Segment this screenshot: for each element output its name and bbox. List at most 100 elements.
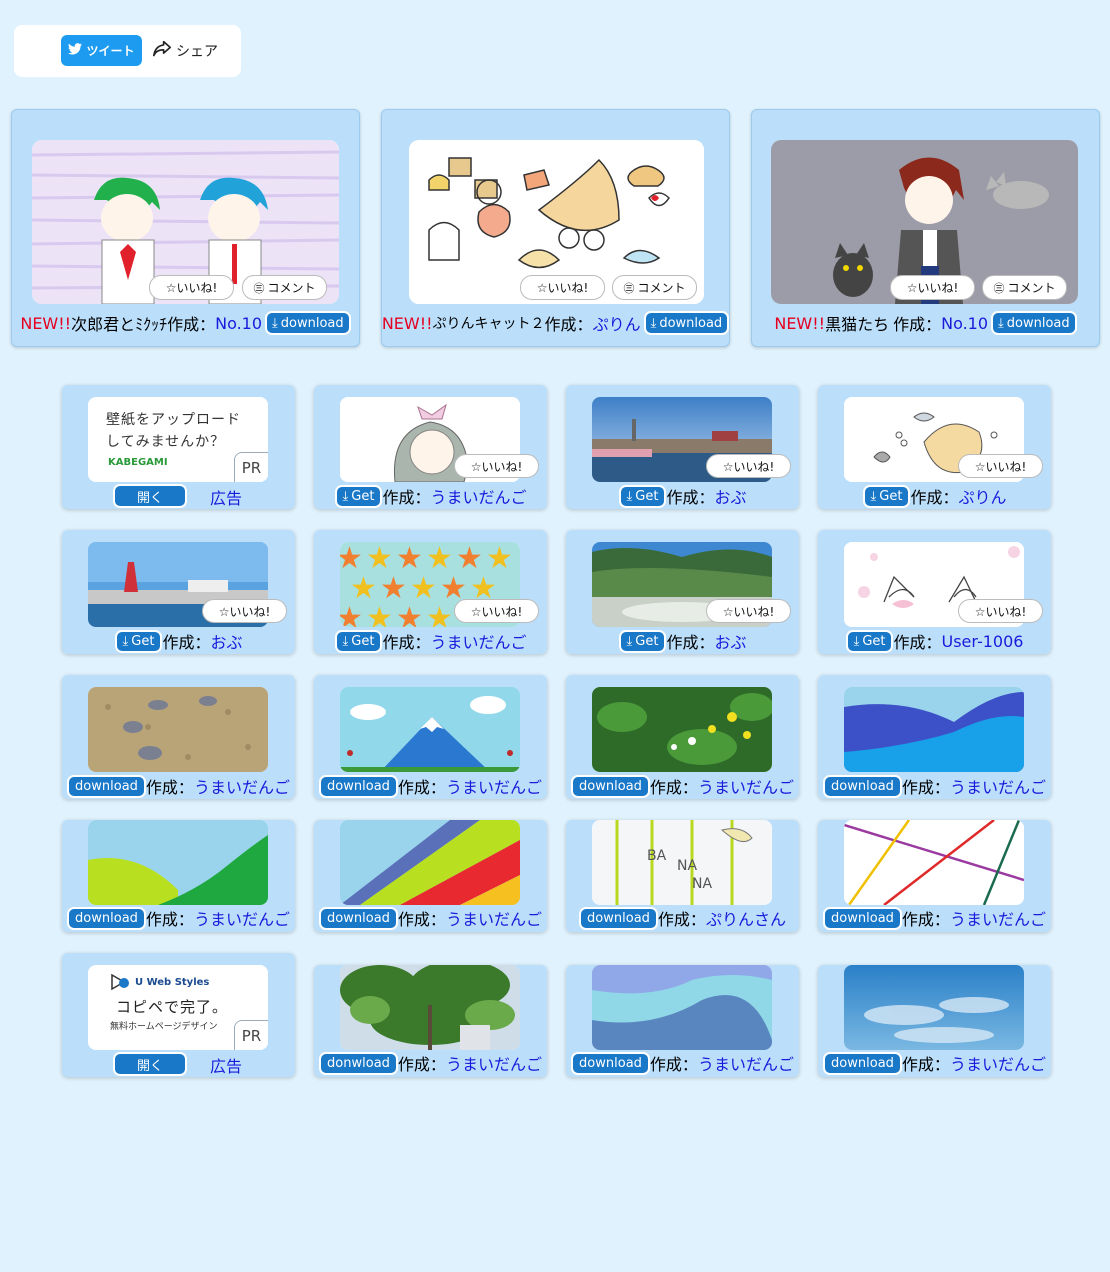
download-button[interactable]: download bbox=[319, 906, 398, 930]
like-button[interactable]: ☆いいね! bbox=[149, 275, 234, 300]
author-link[interactable]: うまいだんご bbox=[193, 778, 290, 797]
download-button[interactable]: download bbox=[823, 1051, 902, 1075]
wallpaper-thumbnail[interactable] bbox=[88, 687, 268, 772]
download-button[interactable]: download bbox=[823, 774, 902, 798]
get-button[interactable]: ⤓ Get bbox=[862, 484, 911, 508]
download-button[interactable]: ⤓ download bbox=[643, 311, 730, 335]
like-button[interactable]: ☆いいね! bbox=[520, 275, 605, 300]
author-link[interactable]: No.10 bbox=[941, 313, 989, 333]
get-button[interactable]: ⤓ Get bbox=[114, 629, 163, 653]
comment-icon: ㊂ bbox=[253, 281, 265, 295]
download-icon: ⤓ bbox=[853, 633, 860, 649]
comment-button[interactable]: ㊂コメント bbox=[982, 275, 1067, 300]
card-meta: ⤓ Get 作成： おぶ bbox=[566, 629, 799, 653]
wallpaper-thumbnail[interactable] bbox=[88, 820, 268, 905]
author-link[interactable]: うまいだんご bbox=[193, 910, 290, 929]
download-icon: ⤓ bbox=[998, 315, 1004, 331]
download-icon: ⤓ bbox=[342, 488, 349, 504]
download-button[interactable]: download bbox=[823, 906, 902, 930]
ad-open-button[interactable]: 開く bbox=[113, 484, 187, 508]
like-button[interactable]: ☆いいね! bbox=[202, 599, 287, 623]
wallpaper-thumbnail[interactable] bbox=[592, 965, 772, 1050]
like-button[interactable]: ☆いいね! bbox=[706, 599, 791, 623]
by-label: 作成： bbox=[145, 778, 194, 797]
download-button[interactable]: download bbox=[319, 774, 398, 798]
ad-line2: してみませんか？ bbox=[106, 434, 226, 450]
ad-brand: KABEGAMI bbox=[108, 457, 168, 468]
author-link[interactable]: おぶ bbox=[210, 633, 243, 652]
like-button[interactable]: ☆いいね! bbox=[890, 275, 975, 300]
ad-label[interactable]: 広告 bbox=[210, 1057, 243, 1076]
svg-text:★: ★ bbox=[456, 542, 483, 576]
download-button[interactable]: donwload bbox=[319, 1051, 398, 1075]
author-link[interactable]: User-1006 bbox=[941, 631, 1024, 651]
download-button[interactable]: download bbox=[579, 906, 658, 930]
like-button[interactable]: ☆いいね! bbox=[958, 454, 1043, 478]
featured-image[interactable] bbox=[32, 140, 339, 304]
download-button[interactable]: download bbox=[67, 774, 146, 798]
get-button[interactable]: ⤓ Get bbox=[334, 629, 383, 653]
by-label: 作成： bbox=[893, 633, 942, 652]
author-link[interactable]: ぷりん bbox=[958, 488, 1007, 507]
author-link[interactable]: おぶ bbox=[714, 488, 747, 507]
ad-open-button[interactable]: 開く bbox=[113, 1052, 187, 1076]
wallpaper-thumbnail[interactable] bbox=[592, 687, 772, 772]
author-link[interactable]: うまいだんご bbox=[949, 1055, 1046, 1074]
twitter-bird-icon bbox=[68, 43, 83, 58]
author-link[interactable]: うまいだんご bbox=[949, 778, 1046, 797]
tweet-button[interactable]: ツイート bbox=[61, 35, 142, 66]
like-button[interactable]: ☆いいね! bbox=[454, 454, 539, 478]
get-button[interactable]: ⤓ Get bbox=[618, 484, 667, 508]
wallpaper-thumbnail[interactable] bbox=[844, 820, 1024, 905]
author-link[interactable]: うまいだんご bbox=[445, 910, 542, 929]
wallpaper-thumbnail[interactable] bbox=[88, 542, 268, 627]
share-button[interactable]: シェア bbox=[152, 38, 218, 64]
author-link[interactable]: うまいだんご bbox=[430, 488, 527, 507]
comment-button[interactable]: ㊂コメント bbox=[612, 275, 697, 300]
author-link[interactable]: うまいだんご bbox=[697, 1055, 794, 1074]
card-meta: ⤓ Get 作成： ぷりん bbox=[818, 484, 1051, 508]
wallpaper-thumbnail[interactable] bbox=[340, 687, 520, 772]
ad-line2: 無料ホームページデザイン bbox=[110, 1022, 218, 1032]
download-button[interactable]: download bbox=[67, 906, 146, 930]
ad-line1: コピペで完了。 bbox=[116, 998, 229, 1016]
author-link[interactable]: うまいだんご bbox=[445, 1055, 542, 1074]
wallpaper-thumbnail[interactable] bbox=[592, 397, 772, 482]
get-button[interactable]: ⤓ Get bbox=[334, 484, 383, 508]
author-link[interactable]: ぷりんさん bbox=[705, 910, 786, 929]
author-link[interactable]: うまいだんご bbox=[430, 633, 527, 652]
author-link[interactable]: うまいだんご bbox=[445, 778, 542, 797]
card-meta: donwload 作成： うまいだんご bbox=[314, 1051, 547, 1075]
wallpaper-thumbnail[interactable] bbox=[340, 397, 520, 482]
new-badge: NEW!! bbox=[774, 313, 826, 333]
wallpaper-thumbnail[interactable] bbox=[340, 965, 520, 1050]
get-button[interactable]: ⤓ Get bbox=[845, 629, 894, 653]
wallpaper-card: download 作成： うまいだんご bbox=[314, 675, 547, 799]
wallpaper-thumbnail[interactable]: BA NA NA bbox=[592, 820, 772, 905]
author-link[interactable]: ぷりん bbox=[592, 315, 641, 334]
download-button[interactable]: ⤓ download bbox=[991, 311, 1077, 335]
like-button[interactable]: ☆いいね! bbox=[706, 454, 791, 478]
get-button[interactable]: ⤓ Get bbox=[618, 629, 667, 653]
comment-button[interactable]: ㊂コメント bbox=[242, 275, 327, 300]
card-meta: download 作成： うまいだんご bbox=[818, 1051, 1051, 1075]
wallpaper-thumbnail[interactable] bbox=[340, 820, 520, 905]
ad-banner[interactable]: 壁紙をアップロード してみませんか？ KABEGAMI PR bbox=[88, 397, 268, 482]
author-link[interactable]: おぶ bbox=[714, 633, 747, 652]
ad-banner[interactable]: U Web Styles コピペで完了。 無料ホームページデザイン PR bbox=[88, 965, 268, 1050]
ad-label[interactable]: 広告 bbox=[210, 489, 243, 508]
wallpaper-card: ☆いいね! ⤓ Get 作成： おぶ bbox=[62, 530, 295, 654]
author-link[interactable]: うまいだんご bbox=[949, 910, 1046, 929]
download-label: download bbox=[280, 315, 344, 331]
wallpaper-card: download 作成： うまいだんご bbox=[62, 820, 295, 932]
author-link[interactable]: No.10 bbox=[215, 313, 263, 333]
wallpaper-thumbnail[interactable] bbox=[844, 687, 1024, 772]
download-button[interactable]: download bbox=[571, 1051, 650, 1075]
download-button[interactable]: ⤓ download bbox=[265, 311, 351, 335]
like-button[interactable]: ☆いいね! bbox=[958, 599, 1043, 623]
wallpaper-thumbnail[interactable] bbox=[844, 965, 1024, 1050]
card-meta: ⤓ Get 作成： おぶ bbox=[566, 484, 799, 508]
like-button[interactable]: ☆いいね! bbox=[454, 599, 539, 623]
author-link[interactable]: うまいだんご bbox=[697, 778, 794, 797]
download-button[interactable]: download bbox=[571, 774, 650, 798]
